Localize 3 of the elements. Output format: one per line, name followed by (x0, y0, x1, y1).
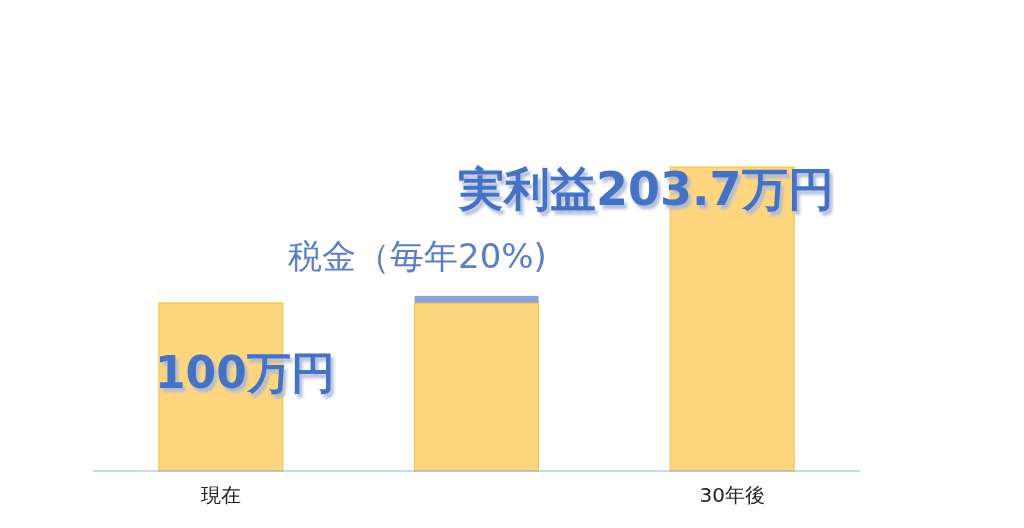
x-tick-label: 現在 (200, 483, 241, 507)
annotation: 税金（毎年20%) (288, 236, 547, 276)
x-tick-label: 30年後 (699, 483, 765, 507)
